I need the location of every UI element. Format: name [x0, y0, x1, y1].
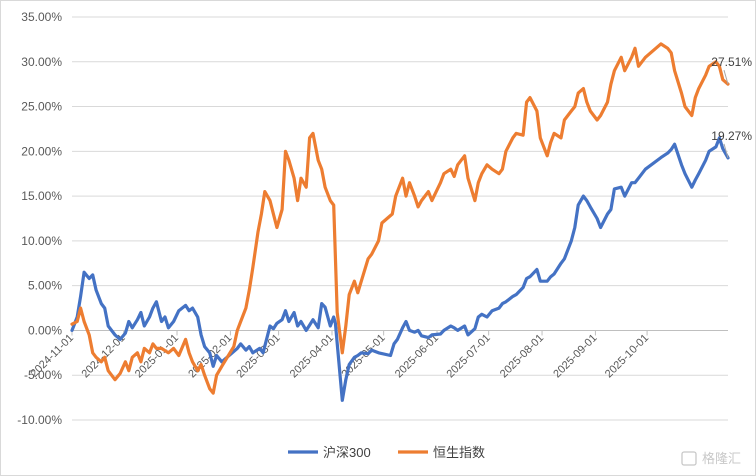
y-tick-label: 30.00% [21, 55, 62, 69]
y-tick-label: 5.00% [28, 279, 62, 293]
series-line-1 [70, 136, 730, 402]
y-tick-label: 10.00% [21, 234, 62, 248]
legend: 沪深300 恒生指数 [288, 445, 485, 460]
grid-layer [71, 16, 728, 421]
y-axis-labels: -10.00% -5.00% 0.00% 5.00% 10.00% 15.00% 20.00… [17, 10, 62, 427]
end-label: 19.27% [711, 129, 752, 143]
end-label: 27.51% [711, 55, 752, 69]
watermark-text: 格隆汇 [702, 451, 741, 466]
y-tick-label: 0.00% [28, 323, 62, 337]
y-tick-label: 15.00% [21, 189, 62, 203]
y-tick-label: 35.00% [21, 10, 62, 24]
y-tick-label: -5.00% [24, 368, 62, 382]
y-tick-label: 25.00% [21, 100, 62, 114]
end-label-leader [723, 143, 729, 159]
end-label-leader [723, 69, 729, 85]
y-tick-label: 20.00% [21, 144, 62, 158]
legend-label: 恒生指数 [433, 445, 485, 460]
y-tick-label: -10.00% [17, 413, 62, 427]
series-line-2 [70, 42, 730, 395]
legend-label: 沪深300 [323, 445, 371, 460]
watermark: 格隆汇 [681, 451, 741, 466]
end-labels: 19.27% 27.51% [711, 55, 752, 159]
watermark-logo-icon [681, 451, 697, 466]
series-layer [70, 42, 730, 402]
